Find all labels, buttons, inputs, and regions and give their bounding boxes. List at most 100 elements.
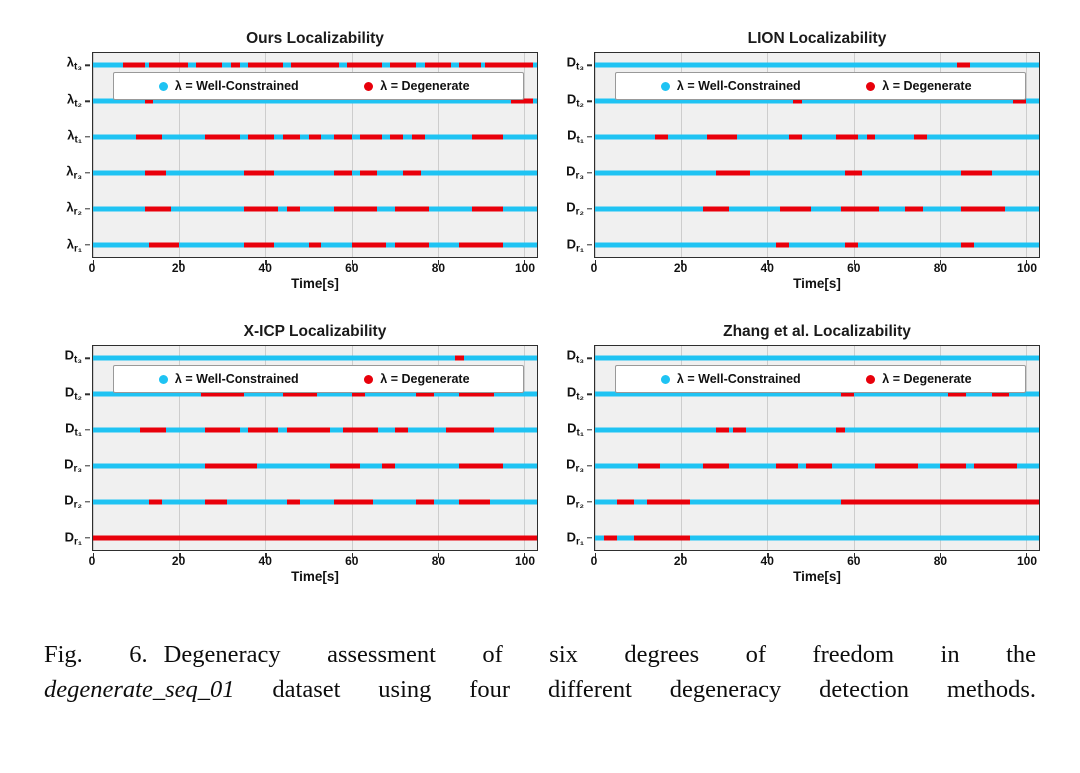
x-tick-mark <box>853 553 856 558</box>
x-axis-title: Time[s] <box>793 276 841 291</box>
y-axis-label: Dr₂ <box>566 494 584 511</box>
dof-timeline-row <box>595 463 1039 469</box>
degenerate-segment <box>961 242 975 248</box>
legend-label: λ = Degenerate <box>380 79 470 94</box>
degenerate-segment <box>205 463 257 469</box>
gridline <box>767 53 769 257</box>
x-tick-label: 0 <box>88 261 96 275</box>
y-label-subscript: r₃ <box>575 463 584 475</box>
degenerate-segment <box>411 134 425 140</box>
dof-timeline-row <box>595 355 1039 361</box>
y-label-symbol: D <box>64 347 75 363</box>
y-label-subscript: t₂ <box>576 391 584 403</box>
x-tick-mark <box>265 553 267 558</box>
y-label-subscript: t₃ <box>576 354 584 366</box>
legend-label: λ = Degenerate <box>882 79 972 94</box>
caption-line-2: degenerate_seq_01 dataset using four dif… <box>44 673 1036 708</box>
y-label-subscript: r₃ <box>575 170 584 182</box>
legend: λ = Well-Constrained λ = Degenerate <box>614 72 1026 100</box>
degenerate-segment <box>334 206 378 212</box>
y-axis-labels: Dt₃ Dt₂ Dt₁ Dr₃ Dr₂ Dr₁ <box>548 345 594 551</box>
y-label-symbol: λ <box>66 163 74 179</box>
y-label-subscript: r₂ <box>575 499 584 511</box>
y-label-subscript: r₂ <box>73 499 82 511</box>
y-label-symbol: D <box>566 91 577 107</box>
x-tick-label: 60 <box>847 261 861 275</box>
x-axis-title: Time[s] <box>793 569 841 584</box>
degenerate-segment <box>286 427 331 433</box>
x-tick-mark <box>524 260 526 265</box>
figure-plots-grid: Ours Localizability λt₃ λt₂ λt₁ λr₃ λr₂ λr₁ λ =… <box>46 30 1040 584</box>
y-tick-mark <box>85 429 90 431</box>
dof-timeline-row <box>93 134 537 140</box>
y-axis-label: Dt₁ <box>567 128 584 145</box>
degenerate-segment <box>136 134 162 140</box>
y-tick-mark <box>85 357 90 359</box>
y-label-symbol: D <box>65 420 75 436</box>
y-label-symbol: λ <box>67 127 75 143</box>
dof-timeline-row <box>595 206 1039 212</box>
y-label-subscript: t₃ <box>74 354 82 366</box>
plot-body: λt₃ λt₂ λt₁ λr₃ λr₂ λr₁ λ = Well-Constrained λ … <box>46 52 538 265</box>
y-tick-mark <box>587 393 592 395</box>
degenerate-segment <box>974 463 1018 469</box>
y-tick-mark <box>587 172 592 174</box>
degenerate-segment <box>230 62 240 68</box>
degenerate-segment <box>351 391 365 397</box>
degenerate-segment <box>360 170 378 176</box>
subplot-lion-localizability: LION Localizability Dt₃ Dt₂ Dt₁ Dr₃ Dr₂ Dr₁ λ =… <box>548 30 1040 291</box>
y-tick-mark <box>587 244 592 246</box>
degenerate-segment <box>707 134 738 140</box>
x-tick-mark <box>437 260 440 265</box>
degenerate-segment <box>715 427 729 433</box>
x-tick-mark <box>351 553 354 558</box>
degenerate-segment <box>394 427 408 433</box>
legend-label: λ = Degenerate <box>380 372 470 387</box>
gridline <box>681 346 683 550</box>
y-axis-label: Dr₃ <box>566 165 584 182</box>
degenerate-segment <box>472 134 503 140</box>
degenerate-segment <box>381 463 395 469</box>
plot-area: λ = Well-Constrained λ = Degenerate <box>85 52 538 265</box>
dof-timeline-row <box>595 242 1039 248</box>
degenerate-dot-icon <box>866 374 876 384</box>
y-label-subscript: t₂ <box>74 98 82 110</box>
y-label-symbol: D <box>64 529 74 545</box>
y-tick-mark <box>587 537 592 539</box>
degenerate-segment <box>603 535 617 541</box>
dof-timeline-row <box>595 134 1039 140</box>
gridline <box>179 346 181 550</box>
y-tick-mark <box>587 100 592 102</box>
y-axis-label: Dr₃ <box>566 458 584 475</box>
legend-item-degenerate: λ = Degenerate <box>364 79 470 94</box>
x-tick-label: 0 <box>590 554 598 568</box>
degenerate-dot-icon <box>364 374 374 384</box>
x-tick-label: 100 <box>1016 261 1038 275</box>
gridline <box>351 346 353 550</box>
degenerate-segment <box>836 427 845 433</box>
degenerate-segment <box>845 242 858 248</box>
degenerate-segment <box>149 499 162 505</box>
degenerate-segment <box>424 62 451 68</box>
degenerate-dot-icon <box>866 81 876 91</box>
degenerate-segment <box>840 499 1039 505</box>
well-constrained-dot-icon <box>660 374 670 384</box>
legend-item-degenerate: λ = Degenerate <box>866 372 972 386</box>
y-label-subscript: t₁ <box>74 427 82 439</box>
gridline <box>853 346 855 550</box>
plot-area: λ = Well-Constrained λ = Degenerate <box>85 345 538 558</box>
gridline <box>853 53 855 257</box>
x-tick-label: 80 <box>431 261 446 275</box>
dof-timeline-row <box>93 391 537 397</box>
degenerate-segment <box>715 170 751 176</box>
x-tick-label: 40 <box>760 261 774 275</box>
y-tick-mark <box>85 172 90 174</box>
gridline <box>939 346 941 550</box>
x-tick-label: 20 <box>673 554 688 568</box>
y-label-symbol: D <box>567 420 577 436</box>
dof-timeline-row <box>93 355 537 361</box>
degenerate-segment <box>200 391 244 397</box>
degenerate-segment <box>334 170 352 176</box>
x-tick-mark <box>767 260 769 265</box>
